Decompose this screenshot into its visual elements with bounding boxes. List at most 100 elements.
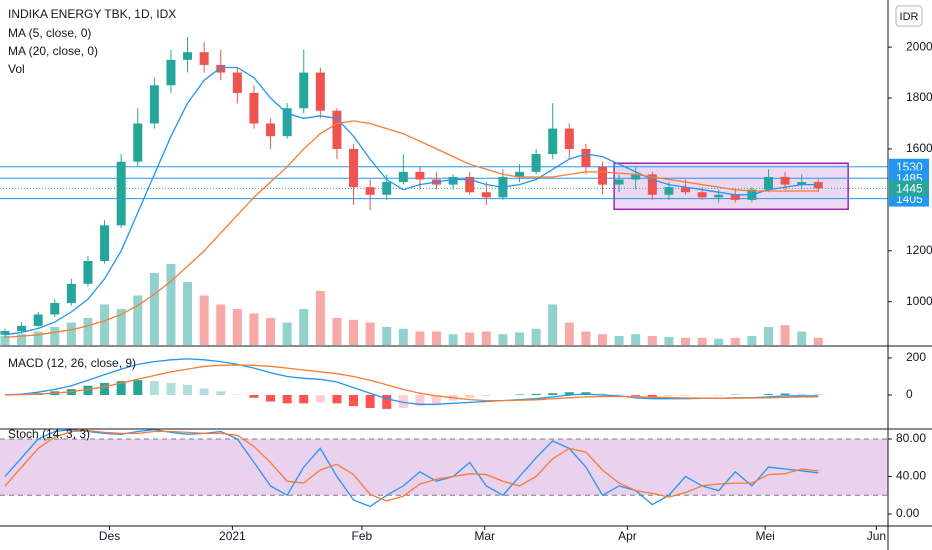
volume-bar <box>183 282 193 345</box>
volume-bar <box>266 318 276 345</box>
volume-bar <box>33 331 43 345</box>
candle-body <box>531 154 541 172</box>
ma5-line <box>4 66 819 336</box>
macd-histogram-bar <box>780 393 790 396</box>
candle-body <box>116 161 126 226</box>
volume-bar <box>365 322 375 345</box>
volume-bar <box>116 309 126 345</box>
candle-body <box>365 187 375 195</box>
macd-histogram-bar <box>299 395 309 404</box>
volume-bar <box>50 327 60 345</box>
volume-bar <box>614 336 624 345</box>
volume-bar <box>232 309 242 345</box>
volume-bar <box>382 327 392 345</box>
y-tick-label: 40.00 <box>896 469 926 483</box>
macd-histogram-bar <box>315 395 325 403</box>
candle-body <box>315 72 325 111</box>
price-label-box <box>889 180 929 197</box>
volume-bar <box>564 322 574 345</box>
macd-histogram-bar <box>216 391 226 396</box>
x-tick-label: Jun <box>867 529 886 543</box>
candle-body <box>647 174 657 195</box>
volume-bar <box>548 304 558 345</box>
y-tick-label: 1800 <box>906 90 932 104</box>
y-tick-label: 1600 <box>906 141 932 155</box>
macd-histogram-bar <box>564 392 574 396</box>
candle-body <box>166 59 176 86</box>
candle-body <box>149 85 159 124</box>
candle-body <box>100 225 110 261</box>
macd-histogram-bar <box>415 395 425 407</box>
y-tick-label: 0.00 <box>896 506 920 520</box>
candle-body <box>797 182 807 185</box>
candle-body <box>481 192 491 198</box>
volume-bar <box>797 331 807 345</box>
macd-histogram-bar <box>349 395 359 407</box>
volume-bar <box>730 337 740 345</box>
currency-box <box>895 5 923 27</box>
candle-body <box>664 187 674 195</box>
volume-bar <box>398 328 408 345</box>
x-tick-label: Des <box>99 529 120 543</box>
ma20-line <box>4 120 819 339</box>
macd-histogram-bar <box>199 388 209 396</box>
volume-bar <box>66 322 76 345</box>
volume-bar <box>432 331 442 345</box>
volume-bar <box>780 325 790 345</box>
y-tick-label: 1000 <box>906 294 932 308</box>
volume-bar <box>83 318 93 345</box>
candle-body <box>564 128 574 149</box>
macd-histogram-bar <box>614 394 624 396</box>
candle-body <box>33 314 43 326</box>
signal-line <box>4 364 819 402</box>
macd-title: MACD (12, 26, close, 9) <box>8 356 136 370</box>
volume-bar <box>681 337 691 345</box>
macd-histogram-bar <box>100 382 110 396</box>
volume-bar <box>299 309 309 345</box>
stoch-k-line <box>4 428 819 508</box>
candle-body <box>515 171 525 177</box>
volume-bar <box>100 304 110 345</box>
volume-bar <box>0 336 10 345</box>
volume-bar <box>199 295 209 345</box>
candle-body <box>598 166 608 185</box>
volume-bar <box>448 334 458 345</box>
macd-histogram-bar <box>432 395 442 404</box>
candle-body <box>415 171 425 180</box>
macd-histogram-bar <box>465 395 475 398</box>
candle-body <box>398 171 408 183</box>
macd-histogram-bar <box>515 394 525 396</box>
macd-histogram-bar <box>531 393 541 396</box>
candle-body <box>581 148 591 167</box>
macd-histogram-bar <box>249 395 259 398</box>
macd-histogram-bar <box>763 394 773 396</box>
volume-bar <box>349 319 359 345</box>
candle-body <box>133 123 143 162</box>
volume-bar <box>149 273 159 345</box>
candle-body <box>780 176 790 185</box>
x-tick-label: 2021 <box>219 529 246 543</box>
x-tick-label: Mar <box>474 529 495 543</box>
volume-bar <box>697 337 707 345</box>
volume-bar <box>647 336 657 345</box>
candle-body <box>730 194 740 200</box>
macd-histogram-bar <box>266 395 276 402</box>
macd-histogram-bar <box>166 382 176 396</box>
candle-body <box>183 52 193 60</box>
candle-body <box>763 176 773 190</box>
volume-bar <box>216 304 226 345</box>
x-tick-label: Apr <box>618 529 637 543</box>
volume-bar <box>531 328 541 345</box>
candle-body <box>548 128 558 155</box>
volume-bar <box>133 295 143 345</box>
macd-histogram-bar <box>116 381 126 396</box>
candle-body <box>50 302 60 315</box>
candle-body <box>66 283 76 303</box>
volume-bar <box>498 334 508 345</box>
macd-histogram-bar <box>382 395 392 409</box>
candle-body <box>465 176 475 193</box>
volume-bar <box>714 338 724 345</box>
chart-title: INDIKA ENERGY TBK, 1D, IDX <box>8 7 176 21</box>
macd-histogram-bar <box>813 394 823 396</box>
